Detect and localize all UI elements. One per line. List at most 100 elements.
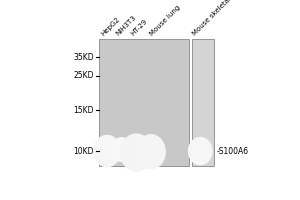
Ellipse shape [111, 137, 133, 162]
Ellipse shape [138, 136, 164, 168]
Text: NIH3T3: NIH3T3 [115, 15, 137, 37]
Ellipse shape [93, 135, 121, 167]
Ellipse shape [143, 143, 159, 161]
Ellipse shape [128, 143, 144, 162]
Ellipse shape [141, 140, 161, 164]
Ellipse shape [189, 138, 211, 164]
Ellipse shape [193, 142, 208, 160]
Ellipse shape [94, 135, 121, 167]
Ellipse shape [124, 138, 148, 167]
Ellipse shape [116, 143, 128, 156]
Ellipse shape [125, 139, 148, 166]
Ellipse shape [96, 138, 118, 164]
Ellipse shape [127, 142, 146, 163]
Ellipse shape [188, 137, 213, 165]
Ellipse shape [112, 138, 132, 161]
Ellipse shape [138, 137, 164, 167]
Ellipse shape [192, 141, 209, 161]
Ellipse shape [112, 139, 131, 160]
Text: 35KD: 35KD [73, 53, 94, 62]
Ellipse shape [137, 136, 165, 168]
Ellipse shape [142, 141, 160, 163]
Ellipse shape [137, 135, 165, 169]
Ellipse shape [193, 143, 208, 159]
Ellipse shape [113, 140, 130, 159]
Text: 10KD: 10KD [73, 147, 94, 156]
Text: Mouse lung: Mouse lung [149, 4, 182, 37]
Ellipse shape [100, 143, 114, 160]
Bar [99, 39, 189, 166]
Ellipse shape [144, 143, 158, 161]
Ellipse shape [142, 141, 160, 163]
Ellipse shape [126, 141, 146, 164]
Ellipse shape [190, 139, 211, 163]
Ellipse shape [140, 138, 163, 166]
Ellipse shape [139, 138, 163, 166]
Ellipse shape [95, 137, 119, 165]
Text: HT-29: HT-29 [130, 19, 148, 37]
Ellipse shape [191, 140, 210, 162]
Ellipse shape [125, 140, 147, 165]
Ellipse shape [139, 137, 164, 167]
Ellipse shape [122, 136, 150, 169]
Text: Mouse skeletal muscle: Mouse skeletal muscle [191, 0, 251, 37]
Bar [192, 39, 214, 166]
Ellipse shape [191, 141, 209, 161]
Ellipse shape [99, 141, 116, 161]
Ellipse shape [112, 139, 131, 160]
Ellipse shape [120, 134, 152, 171]
Ellipse shape [141, 140, 161, 164]
Ellipse shape [98, 141, 116, 161]
Ellipse shape [192, 142, 208, 160]
Text: 25KD: 25KD [73, 71, 94, 80]
Ellipse shape [116, 143, 127, 156]
Ellipse shape [192, 142, 208, 160]
Ellipse shape [95, 137, 119, 165]
Ellipse shape [111, 138, 132, 161]
Ellipse shape [94, 136, 120, 166]
Ellipse shape [190, 139, 211, 163]
Ellipse shape [124, 138, 149, 168]
Ellipse shape [194, 144, 206, 158]
Text: HepG2: HepG2 [100, 16, 121, 37]
Ellipse shape [115, 142, 128, 157]
Text: -S100A6: -S100A6 [217, 147, 249, 156]
Ellipse shape [96, 138, 118, 164]
Ellipse shape [113, 140, 130, 159]
Ellipse shape [94, 136, 120, 166]
Ellipse shape [140, 139, 162, 165]
Ellipse shape [123, 137, 150, 169]
Ellipse shape [114, 141, 129, 158]
Ellipse shape [99, 142, 115, 161]
Ellipse shape [113, 139, 130, 160]
Ellipse shape [98, 140, 116, 162]
Ellipse shape [143, 142, 159, 162]
Ellipse shape [128, 142, 145, 163]
Ellipse shape [100, 143, 114, 159]
Ellipse shape [190, 140, 210, 162]
Ellipse shape [188, 138, 212, 164]
Ellipse shape [190, 140, 210, 162]
Ellipse shape [189, 138, 212, 164]
Ellipse shape [194, 144, 207, 159]
Ellipse shape [94, 137, 119, 166]
Ellipse shape [99, 142, 115, 160]
Ellipse shape [115, 142, 129, 157]
Ellipse shape [116, 143, 127, 156]
Ellipse shape [188, 137, 212, 165]
Ellipse shape [121, 135, 152, 170]
Ellipse shape [194, 143, 207, 159]
Ellipse shape [124, 139, 148, 166]
Ellipse shape [97, 139, 117, 163]
Ellipse shape [111, 137, 132, 162]
Ellipse shape [115, 142, 128, 157]
Ellipse shape [136, 135, 166, 169]
Text: 15KD: 15KD [73, 106, 94, 115]
Ellipse shape [114, 141, 130, 158]
Ellipse shape [120, 133, 153, 172]
Ellipse shape [122, 135, 151, 170]
Ellipse shape [114, 141, 129, 158]
Ellipse shape [127, 141, 146, 164]
Ellipse shape [97, 139, 117, 163]
Ellipse shape [112, 138, 131, 161]
